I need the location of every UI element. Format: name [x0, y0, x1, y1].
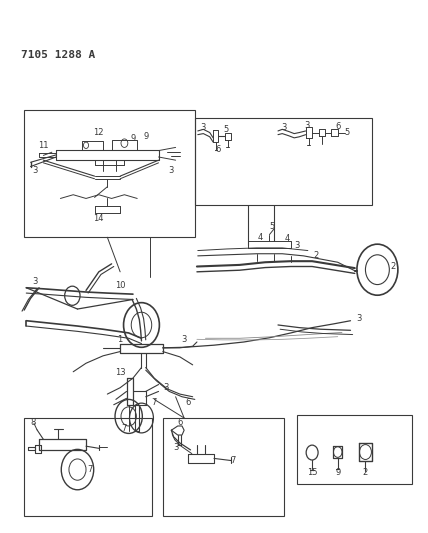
Text: 5: 5	[269, 222, 274, 231]
Text: 7: 7	[231, 456, 236, 464]
Text: 12: 12	[94, 128, 104, 137]
Text: 10: 10	[115, 280, 125, 289]
Bar	[163, 418, 284, 516]
Text: 5: 5	[345, 128, 350, 137]
Text: 3: 3	[32, 277, 38, 286]
Text: 7: 7	[122, 424, 127, 433]
Text: 8: 8	[30, 418, 36, 427]
Bar	[195, 118, 372, 205]
Text: 3: 3	[181, 335, 187, 344]
Text: 6: 6	[177, 418, 183, 427]
Text: 3: 3	[304, 120, 310, 130]
Text: 6: 6	[216, 145, 221, 154]
Text: 3: 3	[282, 123, 287, 132]
Bar	[24, 110, 195, 237]
Text: 7: 7	[152, 398, 157, 407]
Text: 6: 6	[335, 122, 340, 131]
Text: 9: 9	[130, 134, 136, 143]
Text: 7105 1288 A: 7105 1288 A	[21, 50, 95, 60]
Bar	[297, 415, 412, 484]
Text: 9: 9	[335, 469, 340, 477]
Text: 1: 1	[118, 335, 123, 344]
Text: 4: 4	[258, 233, 263, 242]
Text: 3: 3	[163, 383, 169, 392]
Text: 3: 3	[201, 123, 206, 132]
Text: 11: 11	[38, 141, 49, 150]
Text: 3: 3	[32, 166, 38, 175]
Text: 3: 3	[294, 241, 300, 250]
Text: 7: 7	[88, 465, 93, 474]
Text: 3: 3	[357, 314, 362, 323]
Text: 4: 4	[285, 234, 290, 243]
Text: 9: 9	[143, 132, 149, 141]
Text: 3: 3	[169, 166, 174, 175]
Text: 2: 2	[391, 262, 396, 271]
Text: 13: 13	[115, 368, 125, 377]
Text: 14: 14	[94, 214, 104, 223]
Text: 2: 2	[314, 252, 319, 260]
Text: 2: 2	[363, 469, 368, 477]
Text: 5: 5	[223, 125, 228, 134]
Bar	[24, 418, 152, 516]
Text: 6: 6	[186, 398, 191, 407]
Text: 15: 15	[307, 469, 318, 477]
Text: 3: 3	[173, 443, 178, 452]
